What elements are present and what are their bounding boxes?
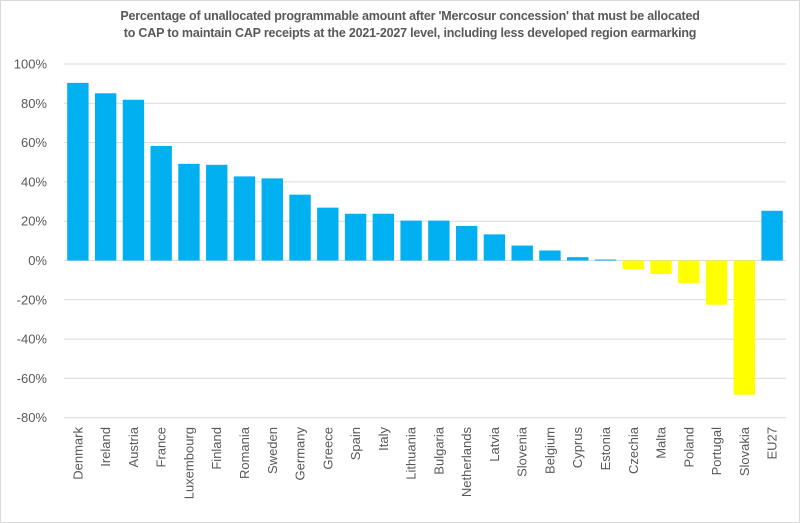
x-tick-label: Spain — [348, 427, 363, 460]
x-tick-label: Lithuania — [404, 426, 419, 480]
bar-eu27 — [761, 210, 783, 261]
x-tick-label: Denmark — [70, 427, 85, 480]
x-tick-label: EU27 — [765, 427, 780, 460]
x-tick-label: Cyprus — [570, 427, 585, 469]
bar-netherlands — [455, 225, 478, 261]
bar-france — [150, 145, 172, 261]
x-tick-label: Ireland — [98, 427, 113, 467]
bar-luxembourg — [178, 163, 200, 261]
x-tick-label: Greece — [320, 427, 335, 470]
x-tick-label: Latvia — [487, 426, 502, 461]
bar-bulgaria — [428, 220, 450, 261]
bar-finland — [206, 164, 228, 261]
x-tick-label: Romania — [237, 426, 252, 479]
x-tick-label: Malta — [654, 426, 669, 459]
x-tick-label: France — [154, 427, 169, 467]
bar-denmark — [67, 82, 89, 261]
x-tick-label: Finland — [209, 427, 224, 470]
chart-title-line-2: to CAP to maintain CAP receipts at the 2… — [123, 26, 697, 40]
y-tick-label: -60% — [17, 371, 48, 386]
bar-czechia — [622, 260, 644, 270]
x-tick-label: Austria — [126, 426, 141, 467]
bar-germany — [289, 194, 311, 261]
y-tick-label: 80% — [21, 96, 47, 111]
x-tick-label: Italy — [376, 427, 391, 451]
y-tick-label: 60% — [21, 135, 47, 150]
bar-slovenia — [511, 245, 533, 261]
x-tick-label: Bulgaria — [431, 426, 446, 474]
x-tick-label: Luxembourg — [181, 427, 196, 499]
bar-ireland — [94, 93, 117, 261]
bar-sweden — [261, 178, 283, 261]
chart-title-line-1: Percentage of unallocated programmable a… — [120, 9, 700, 23]
bars — [67, 82, 783, 395]
x-tick-label: Portugal — [709, 427, 724, 476]
x-tick-label: Germany — [293, 427, 308, 481]
x-tick-label: Slovakia — [737, 426, 752, 476]
bar-slovakia — [733, 260, 756, 395]
gridlines — [64, 63, 786, 419]
x-axis: Denmark Ireland Austria France Luxembourg Fin… — [70, 426, 779, 499]
x-tick-label: Czechia — [626, 426, 641, 474]
y-tick-label: 100% — [14, 57, 48, 72]
bar-latvia — [483, 234, 506, 261]
bar-malta — [650, 260, 672, 275]
bar-romania — [233, 176, 256, 261]
x-tick-label: Estonia — [598, 426, 613, 470]
bar-portugal — [705, 260, 728, 305]
bar-estonia — [594, 259, 617, 261]
bar-poland — [678, 260, 700, 283]
bar-greece — [317, 207, 339, 261]
bar-spain — [344, 213, 367, 261]
y-tick-label: -20% — [17, 292, 48, 307]
x-tick-label: Belgium — [542, 427, 557, 474]
x-tick-label: Sweden — [265, 427, 280, 474]
y-tick-label: -80% — [17, 410, 48, 425]
chart-title: Percentage of unallocated programmable a… — [40, 8, 780, 42]
y-tick-label: -40% — [17, 332, 48, 347]
y-tick-label: 0% — [28, 253, 47, 268]
y-axis: 100% 80% 60% 40% 20% 0% -20% -40% -60% -80% — [14, 57, 48, 426]
bar-belgium — [539, 250, 561, 261]
x-tick-label: Netherlands — [459, 427, 474, 498]
bar-austria — [122, 99, 145, 261]
bar-cyprus — [567, 257, 589, 261]
x-tick-label: Slovenia — [515, 426, 530, 477]
bar-italy — [372, 213, 395, 261]
x-tick-label: Poland — [681, 427, 696, 467]
y-tick-label: 20% — [21, 214, 47, 229]
bar-lithuania — [400, 220, 422, 261]
y-tick-label: 40% — [21, 174, 47, 189]
